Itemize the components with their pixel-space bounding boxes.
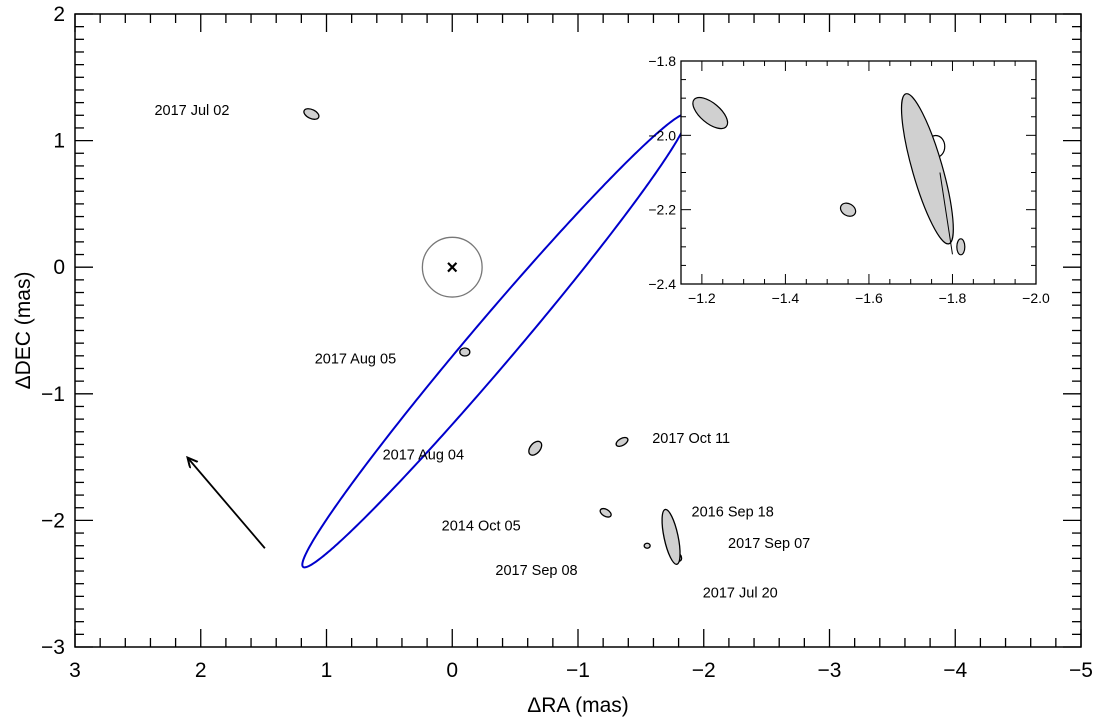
inset-plot-area [692, 93, 966, 256]
inset-y-tick-label: −1.8 [648, 53, 676, 69]
epoch-label: 2017 Oct 11 [652, 431, 730, 447]
measurement-error-ellipse [661, 508, 681, 565]
x-tick-label: 2 [195, 659, 207, 682]
inset-error-ellipse [900, 93, 954, 245]
x-tick-label: 0 [446, 659, 458, 682]
epoch-label: 2017 Aug 05 [315, 351, 396, 367]
epoch-label: 2016 Sep 18 [692, 505, 774, 521]
measurement-error-ellipse [599, 507, 612, 518]
orbit-ellipse [301, 112, 689, 569]
inset-y-tick-label: −2.2 [648, 202, 676, 218]
main-plot-area: × [301, 108, 689, 569]
inset-x-tick-label: −1.6 [855, 290, 883, 306]
y-tick-label: −1 [41, 383, 65, 406]
primary-marker: × [446, 257, 458, 279]
inset-y-tick-label: −2.0 [648, 127, 676, 143]
x-tick-label: 1 [321, 659, 333, 682]
measurement-error-ellipse [643, 542, 651, 549]
x-tick-label: −2 [692, 659, 716, 682]
x-axis-label: ΔRA (mas) [527, 694, 629, 717]
measurement-error-ellipse [615, 436, 629, 448]
y-tick-label: 2 [53, 3, 65, 26]
measurement-error-ellipse [528, 440, 543, 456]
y-tick-label: −3 [41, 636, 65, 659]
measurement-error-ellipse [459, 347, 471, 357]
x-tick-label: 3 [69, 659, 81, 682]
epoch-label: 2017 Sep 08 [495, 563, 577, 579]
x-tick-label: −3 [818, 659, 842, 682]
epoch-label: 2017 Sep 07 [728, 536, 810, 552]
y-tick-label: 0 [53, 256, 65, 279]
inset-error-ellipse [956, 238, 966, 256]
y-tick-label: −2 [41, 509, 65, 532]
inset-x-tick-label: −2.0 [1022, 290, 1050, 306]
inset-connector [939, 172, 953, 255]
inset-y-tick-label: −2.4 [648, 276, 676, 292]
inset-x-tick-label: −1.2 [688, 290, 716, 306]
inset-x-tick-label: −1.8 [939, 290, 967, 306]
measurement-error-ellipse [303, 108, 320, 120]
motion-arrow [188, 458, 266, 549]
inset-x-tick-label: −1.4 [772, 290, 800, 306]
x-tick-label: −1 [566, 659, 590, 682]
primary-circle [421, 236, 483, 298]
x-tick-label: −4 [943, 659, 967, 682]
inset-error-ellipse [839, 202, 857, 217]
epoch-label: 2017 Jul 20 [703, 586, 778, 602]
epoch-label: 2017 Aug 04 [383, 448, 464, 464]
epoch-label: 2014 Oct 05 [442, 518, 521, 534]
y-axis-label: ΔDEC (mas) [12, 272, 35, 390]
epoch-label: 2017 Jul 02 [154, 103, 229, 119]
x-tick-label: −5 [1069, 659, 1093, 682]
y-tick-label: 1 [53, 130, 65, 153]
inset-background [681, 61, 1036, 284]
inset-error-ellipse [692, 96, 729, 130]
